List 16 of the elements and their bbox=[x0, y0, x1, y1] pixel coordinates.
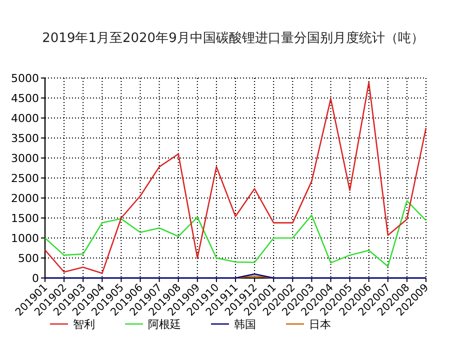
legend-label: 智利 bbox=[73, 318, 95, 331]
y-tick-label: 4500 bbox=[11, 92, 39, 105]
y-tick-label: 2000 bbox=[11, 192, 39, 205]
y-tick-label: 1500 bbox=[11, 212, 39, 225]
y-tick-label: 5000 bbox=[11, 72, 39, 85]
legend-label: 日本 bbox=[309, 318, 331, 331]
y-tick-label: 1000 bbox=[11, 232, 39, 245]
y-tick-label: 500 bbox=[18, 252, 39, 265]
chart-title: 2019年1月至2020年9月中国碳酸锂进口量分国别月度统计（吨） bbox=[42, 30, 424, 46]
y-tick-label: 4000 bbox=[11, 112, 39, 125]
y-tick-label: 2500 bbox=[11, 172, 39, 185]
y-tick-label: 0 bbox=[32, 272, 39, 285]
y-tick-label: 3000 bbox=[11, 152, 39, 165]
y-tick-label: 3500 bbox=[11, 132, 39, 145]
legend-label: 阿根廷 bbox=[148, 318, 181, 331]
legend-label: 韩国 bbox=[234, 318, 256, 331]
